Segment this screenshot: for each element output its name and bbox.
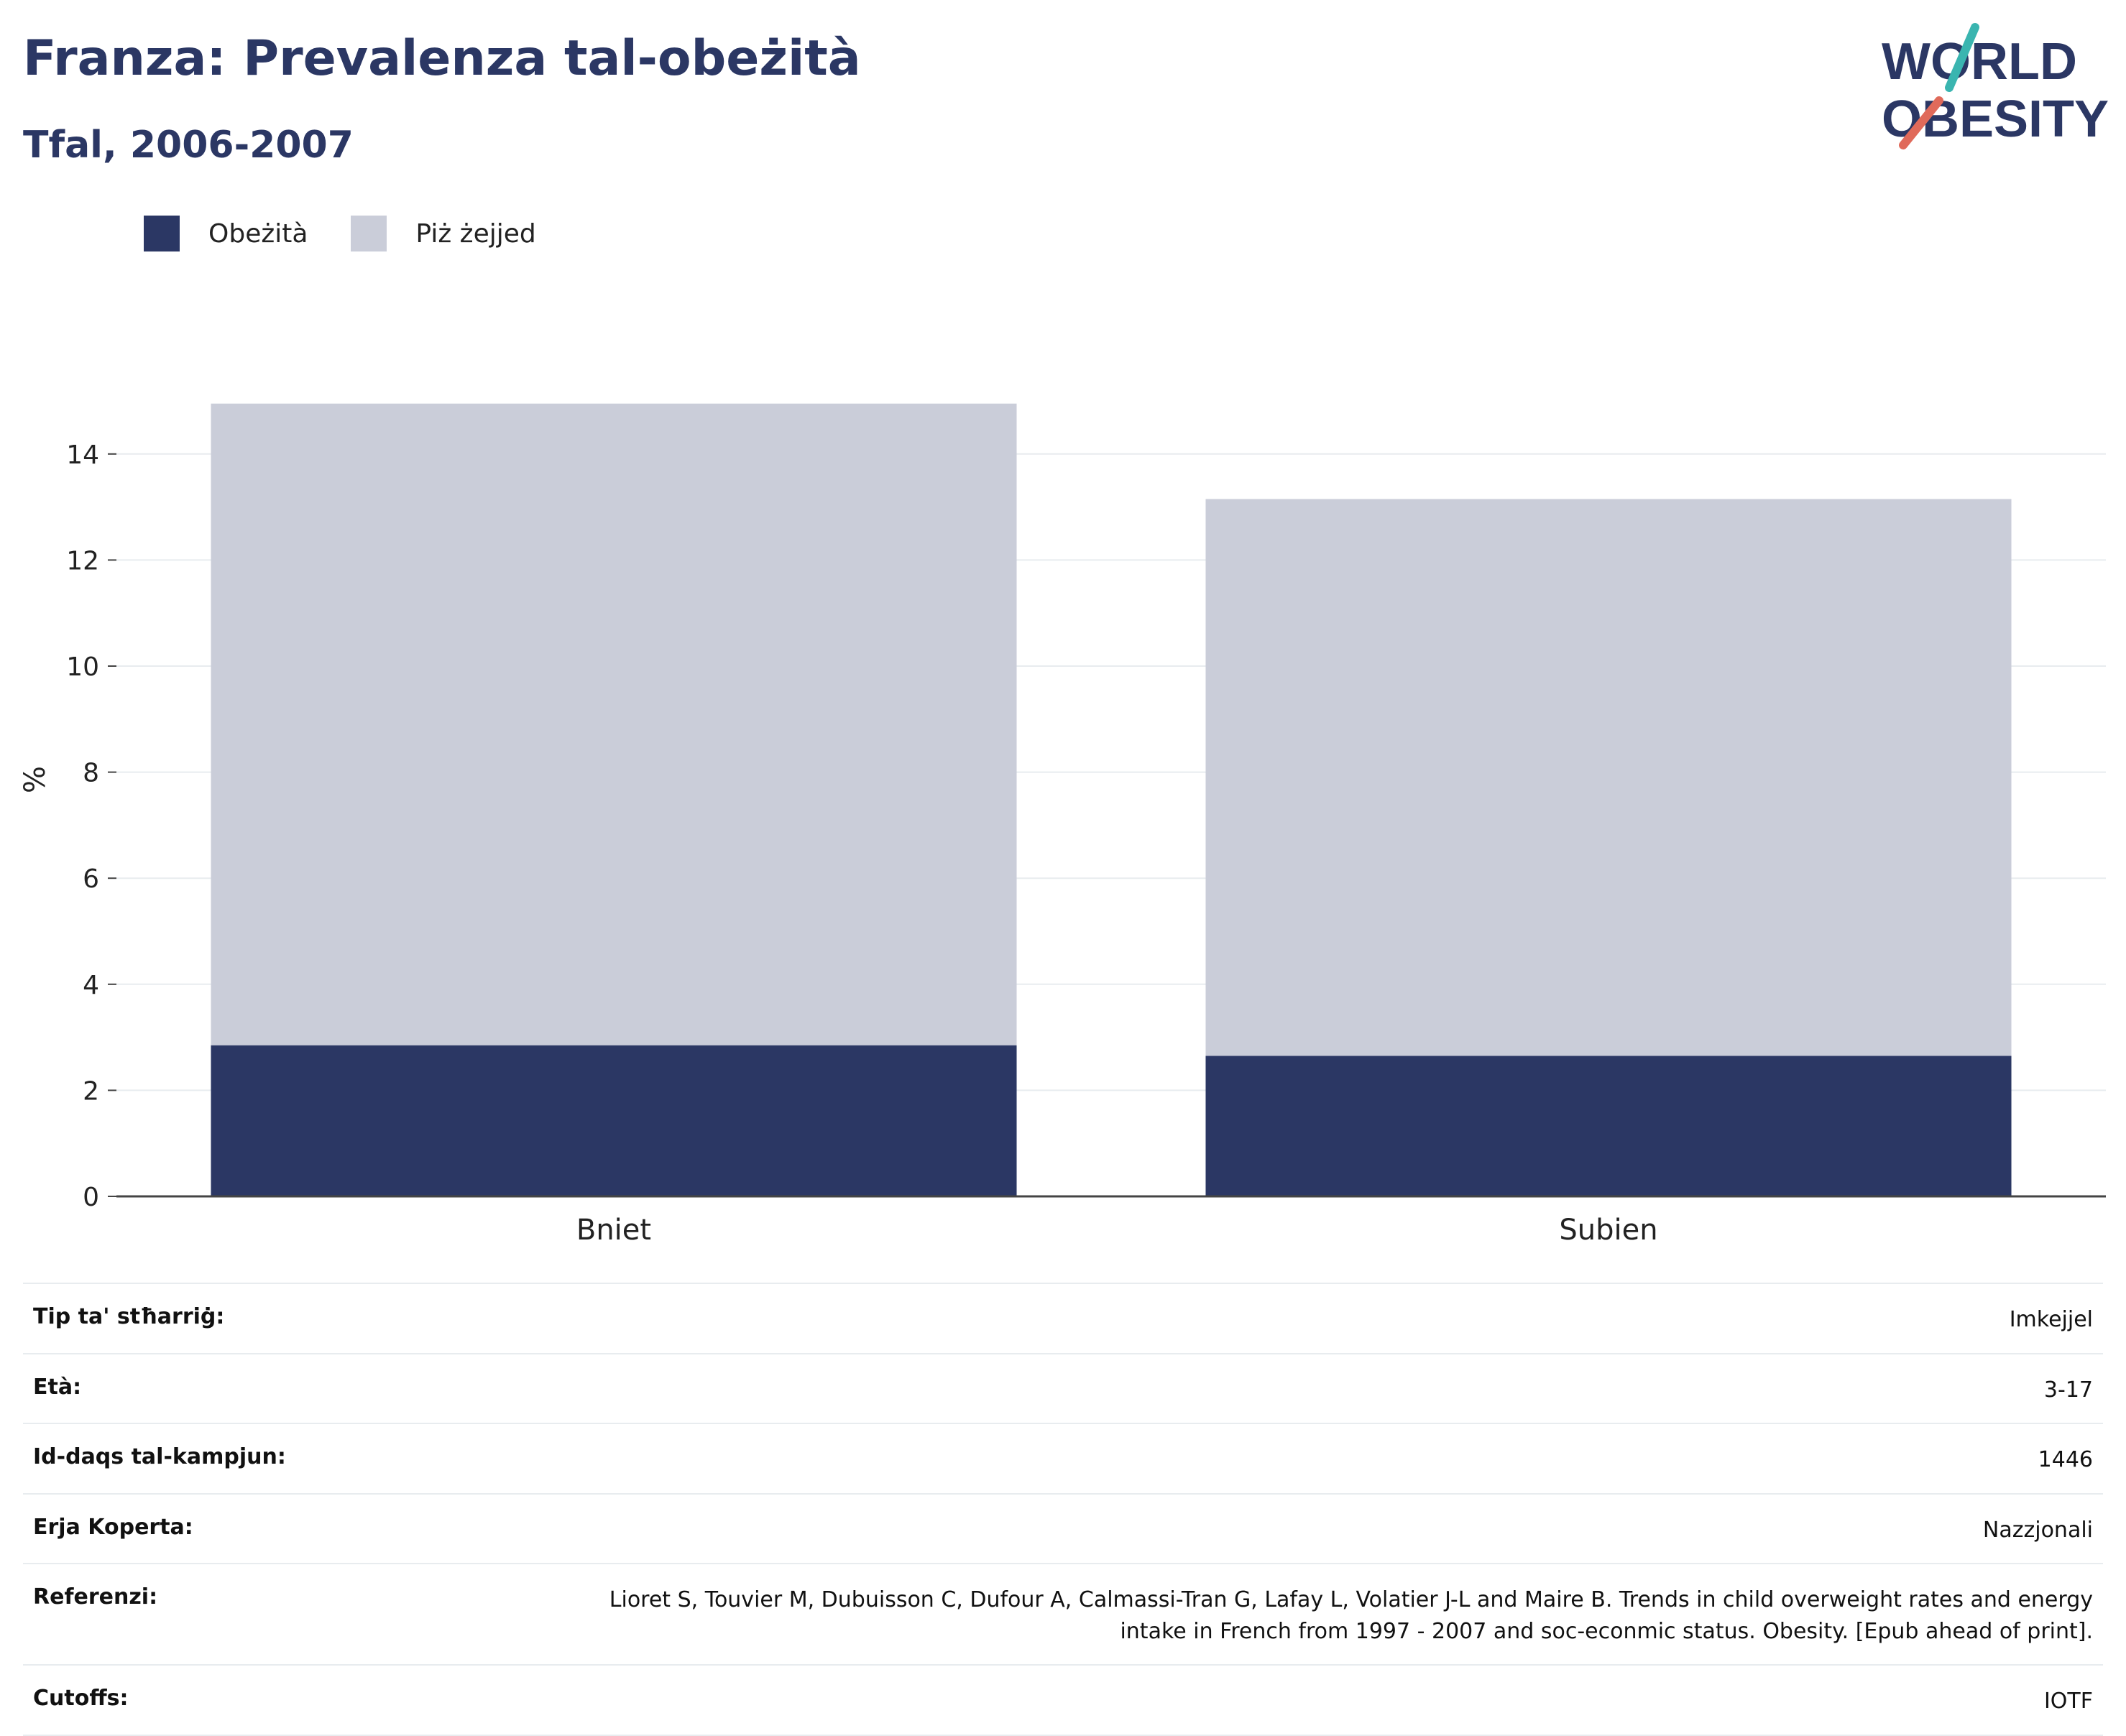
info-value: Imkejjel — [2009, 1307, 2093, 1332]
info-row: Tip ta' stħarriġ: Imkejjel — [23, 1283, 2103, 1353]
info-row: Erja Koperta: Nazzjonali — [23, 1492, 2103, 1564]
bar-overweight-bniet[interactable] — [211, 403, 1017, 1045]
info-value: 3-17 — [2043, 1377, 2093, 1403]
legend-label-overweight: Piż żejjed — [415, 218, 536, 249]
chart-title: Franza: Prevalenza tal-obeżità — [23, 30, 861, 87]
y-tick-label: 8 — [83, 759, 99, 788]
chart-subtitle: Tfal, 2006-2007 — [23, 124, 354, 167]
legend-swatch-overweight — [351, 216, 387, 251]
y-axis-label: % — [19, 766, 52, 793]
legend-swatch-obesity — [144, 216, 180, 251]
y-tick-label: 14 — [66, 440, 99, 470]
y-tick-label: 6 — [83, 864, 99, 894]
world-obesity-logo: WORLD OBESITY — [1882, 23, 2109, 149]
y-tick-label: 4 — [83, 971, 99, 1000]
legend-item-obesity[interactable]: Obeżità — [144, 216, 308, 251]
legend-item-overweight[interactable]: Piż żejjed — [351, 216, 536, 251]
info-value: Lioret S, Touvier M, Dubuisson C, Dufour… — [609, 1587, 2093, 1644]
info-row: Referenzi: Lioret S, Touvier M, Dubuisson… — [23, 1563, 2103, 1664]
info-value: IOTF — [2043, 1689, 2093, 1714]
y-tick-label: 10 — [66, 652, 99, 682]
info-row: Età: 3-17 — [23, 1352, 2103, 1423]
y-tick-label: 2 — [83, 1076, 99, 1106]
logo-teal-stroke — [1945, 23, 1979, 92]
info-label: Età: — [33, 1374, 82, 1400]
info-value: 1446 — [2038, 1447, 2093, 1472]
bar-obesity-subien[interactable] — [1205, 1056, 2012, 1196]
bar-overweight-subien[interactable] — [1205, 499, 2012, 1056]
survey-info-table: Tip ta' stħarriġ: Imkejjel Età: 3-17 Id-daqs… — [23, 1283, 2103, 1736]
info-value: Nazzjonali — [1982, 1517, 2093, 1543]
bar-group — [211, 403, 2012, 1196]
x-tick-label: Bniet — [576, 1214, 651, 1247]
info-label: Cutoffs: — [33, 1686, 129, 1711]
info-row: Id-daqs tal-kampjun: 1446 — [23, 1423, 2103, 1493]
legend-label-obesity: Obeżità — [208, 218, 308, 249]
y-tick-label: 12 — [66, 546, 99, 576]
stacked-bar-chart: 0 2 4 6 8 10 12 14 Bniet Subien % — [19, 403, 2106, 1247]
logo-line1: WORLD — [1882, 33, 2077, 91]
x-tick-labels: Bniet Subien — [576, 1214, 1658, 1247]
info-label: Referenzi: — [33, 1584, 158, 1610]
info-label: Tip ta' stħarriġ: — [33, 1304, 225, 1329]
logo-coral-stroke — [1899, 96, 1943, 149]
info-label: Erja Koperta: — [33, 1514, 193, 1540]
y-tick-labels: 0 2 4 6 8 10 12 14 — [66, 440, 116, 1212]
x-tick-label: Subien — [1559, 1214, 1657, 1247]
bar-obesity-bniet[interactable] — [211, 1045, 1017, 1196]
info-row: Cutoffs: IOTF — [23, 1664, 2103, 1736]
y-tick-label: 0 — [83, 1183, 99, 1212]
chart-legend: Obeżità Piż żejjed — [144, 216, 579, 251]
info-label: Id-daqs tal-kampjun: — [33, 1444, 286, 1469]
